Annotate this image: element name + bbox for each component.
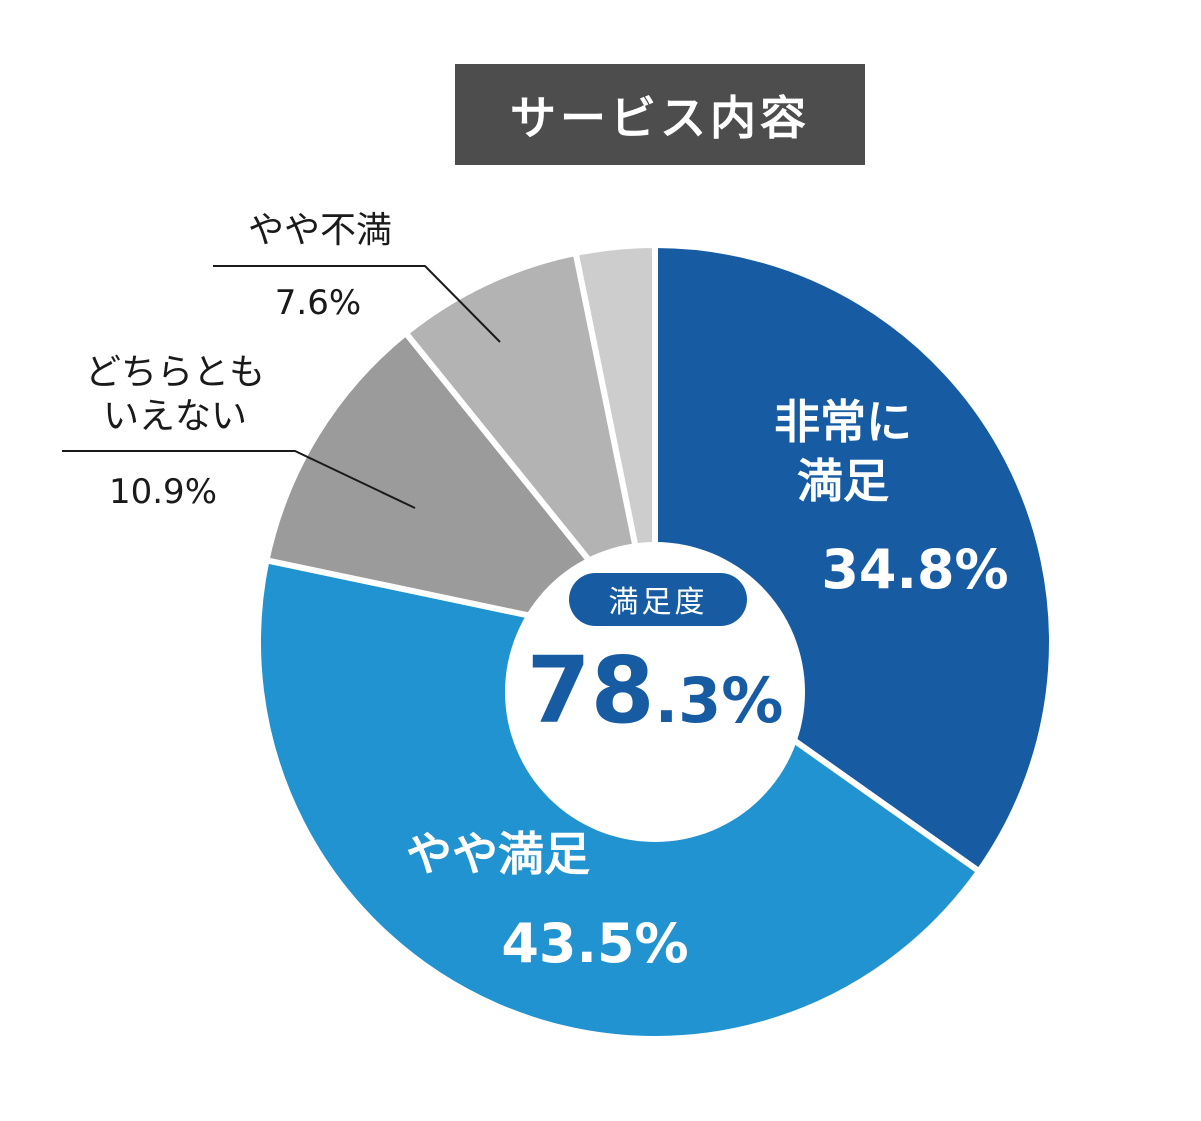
slice-label-line: やや不満 [248,210,392,251]
slice-label-line: いえない [103,396,247,437]
slice-value-label: 43.5% [501,912,688,975]
center-value-main: 78 [527,637,655,744]
center-label: 満足度 [609,585,708,620]
pie-slice-0 [652,242,1055,875]
slice-value-label: 34.8% [821,538,1008,601]
center-label-pill [569,573,747,626]
leader-line [62,450,416,509]
center-value-decimal: .3% [655,664,784,737]
pie-slice-2 [263,329,658,645]
slice-value-label: 7.6% [275,283,361,323]
slice-value-label: 10.9% [109,472,217,512]
slice-label-line: どちらとも [85,352,265,393]
chart-title: サービス内容 [455,64,865,165]
leader-line [213,265,501,343]
slice-label-line: やや満足 [406,827,590,881]
center-value: 78.3% [527,637,784,744]
slice-label-line: 満足 [797,454,889,508]
pie-slice-4 [572,242,658,645]
slice-label-line: 非常に [774,395,912,449]
